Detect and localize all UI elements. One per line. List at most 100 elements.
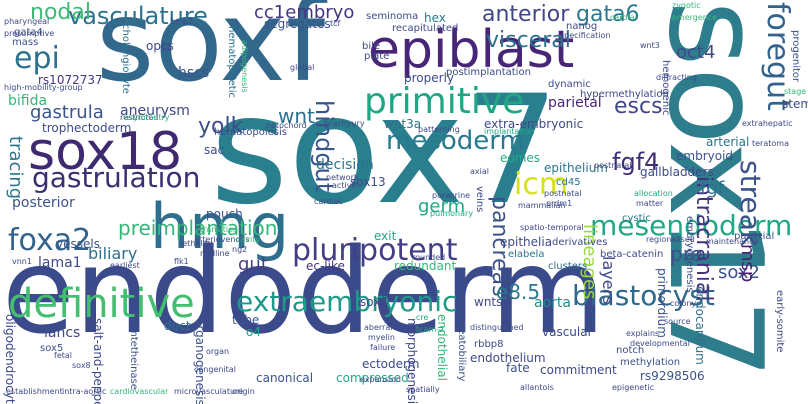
cloud-word: extra-embryonic <box>484 117 584 131</box>
cloud-word: e8.5 <box>496 280 541 304</box>
cloud-word: hindgut <box>310 100 338 193</box>
cloud-word: foregut <box>760 2 795 111</box>
cloud-word: plate <box>364 51 390 62</box>
cloud-word: gut <box>238 254 268 275</box>
cloud-word: presumptive <box>4 29 55 38</box>
cloud-word: pouch <box>206 207 243 221</box>
cloud-word: exit <box>374 229 397 243</box>
cloud-word: cardia <box>610 13 635 22</box>
cloud-word: icm <box>514 167 569 202</box>
cloud-word: teratoma <box>752 139 789 148</box>
cloud-word: trophectoderm <box>42 121 132 135</box>
cloud-word: matter <box>636 199 664 208</box>
cloud-word: pharyngeal <box>4 17 50 26</box>
cloud-word: sox2 <box>718 262 760 283</box>
cloud-word: anterior <box>482 2 570 27</box>
cloud-word: gata4 <box>14 27 43 38</box>
cloud-word: foxa2 <box>8 223 92 258</box>
cloud-word: compressed <box>336 371 409 385</box>
cloud-word: congenital <box>194 365 236 374</box>
cloud-word: emergence <box>672 13 718 22</box>
cloud-word: cardiovascular <box>110 387 169 396</box>
cloud-word: epiblast <box>368 20 575 80</box>
cloud-word: sox17 <box>640 0 789 380</box>
cloud-word: yolk <box>198 114 244 139</box>
cloud-word: epithelia <box>500 235 553 249</box>
cloud-word: diffracting <box>656 73 697 82</box>
cloud-word: mass <box>12 37 39 48</box>
cloud-word: vessels <box>56 237 100 251</box>
cloud-word: patterning <box>418 125 460 134</box>
cloud-word: salt-and-pepper <box>91 318 105 404</box>
cloud-word: biliary <box>88 244 138 263</box>
cloud-word: visceral <box>486 28 571 53</box>
cloud-word: fetal <box>54 351 72 360</box>
cloud-word: establishment <box>6 387 63 396</box>
cloud-word: colony <box>670 299 697 308</box>
cloud-word: sox5 <box>40 343 64 354</box>
cloud-word: pulmonary <box>430 209 474 218</box>
cloud-word: bile <box>362 41 381 52</box>
cloud-word: hematopoietic <box>226 26 237 98</box>
cloud-word: cavity <box>236 235 261 244</box>
cloud-word: clusters <box>548 261 588 272</box>
cloud-word: redundant <box>394 259 457 273</box>
cloud-word: embryogenesis <box>684 216 695 293</box>
cloud-word: fgf <box>700 178 725 199</box>
cloud-word: lama1 <box>38 255 82 271</box>
cloud-word: earliest <box>110 261 140 270</box>
cloud-word: msp <box>737 244 758 283</box>
cloud-word: mesoderm <box>386 126 525 156</box>
cloud-word: vnn1 <box>12 257 32 266</box>
cloud-word: endocardium <box>693 286 707 365</box>
cloud-word: stage <box>784 87 807 96</box>
cloud-word: ectoderm <box>362 357 420 371</box>
cloud-word: cholangiocyte <box>120 24 131 94</box>
cloud-word: arteriovenous <box>194 235 250 244</box>
cloud-word: hypermethylation <box>580 89 669 100</box>
cloud-word: bifida <box>8 93 48 109</box>
cloud-word: restricted <box>120 113 159 122</box>
cloud-word: o4 <box>246 325 261 339</box>
cloud-word: commitment <box>540 363 617 377</box>
cloud-word: duct <box>164 319 191 333</box>
cloud-word: midline <box>200 249 230 258</box>
cloud-word: parietal <box>548 95 602 111</box>
cloud-word: tcf <box>330 19 341 28</box>
cloud-word: hemogenic <box>660 60 671 116</box>
cloud-word: vasculature <box>68 2 208 30</box>
cloud-word: cc1embryo <box>254 2 355 23</box>
cloud-word: early-somite <box>774 290 785 353</box>
cloud-word: iahcs <box>44 325 81 341</box>
cloud-word: recapitulated <box>392 23 459 34</box>
cloud-word: segregates <box>264 17 331 31</box>
cloud-word: aorta <box>534 295 571 311</box>
cloud-word: maintenance <box>706 237 759 246</box>
cloud-word: preimplantation <box>118 216 278 240</box>
cloud-word: intracranial <box>691 176 716 302</box>
cloud-word: extraembryonic <box>236 285 458 318</box>
cloud-word: mammalian <box>518 201 566 210</box>
cloud-word: axial <box>470 167 489 176</box>
cloud-word: ec-like <box>306 259 345 273</box>
cloud-word: sox18 <box>28 122 183 182</box>
cloud-word: adipogenesis <box>240 40 249 93</box>
cloud-word: nodal <box>30 0 91 25</box>
cloud-word: rs1072737 <box>38 73 103 87</box>
cloud-word: sac <box>204 143 225 157</box>
cloud-word: vascular <box>542 325 593 339</box>
cloud-word: derivatives <box>552 237 608 248</box>
cloud-word: microvasculature <box>174 387 244 396</box>
cloud-word: cre <box>416 313 429 322</box>
cloud-word: gastrulation <box>32 161 201 194</box>
cloud-word: endothelial <box>435 314 449 381</box>
cloud-word: definitive <box>8 281 195 327</box>
cloud-word: high-mobility-group <box>4 83 83 92</box>
cloud-word: wnt3 <box>640 41 660 50</box>
cloud-word: tracing <box>5 136 26 200</box>
cloud-word: oligodendrocyte <box>3 314 17 404</box>
cloud-word: cd45 <box>556 177 581 188</box>
cloud-word: elabela <box>508 249 545 260</box>
cloud-word: fate <box>506 361 530 375</box>
